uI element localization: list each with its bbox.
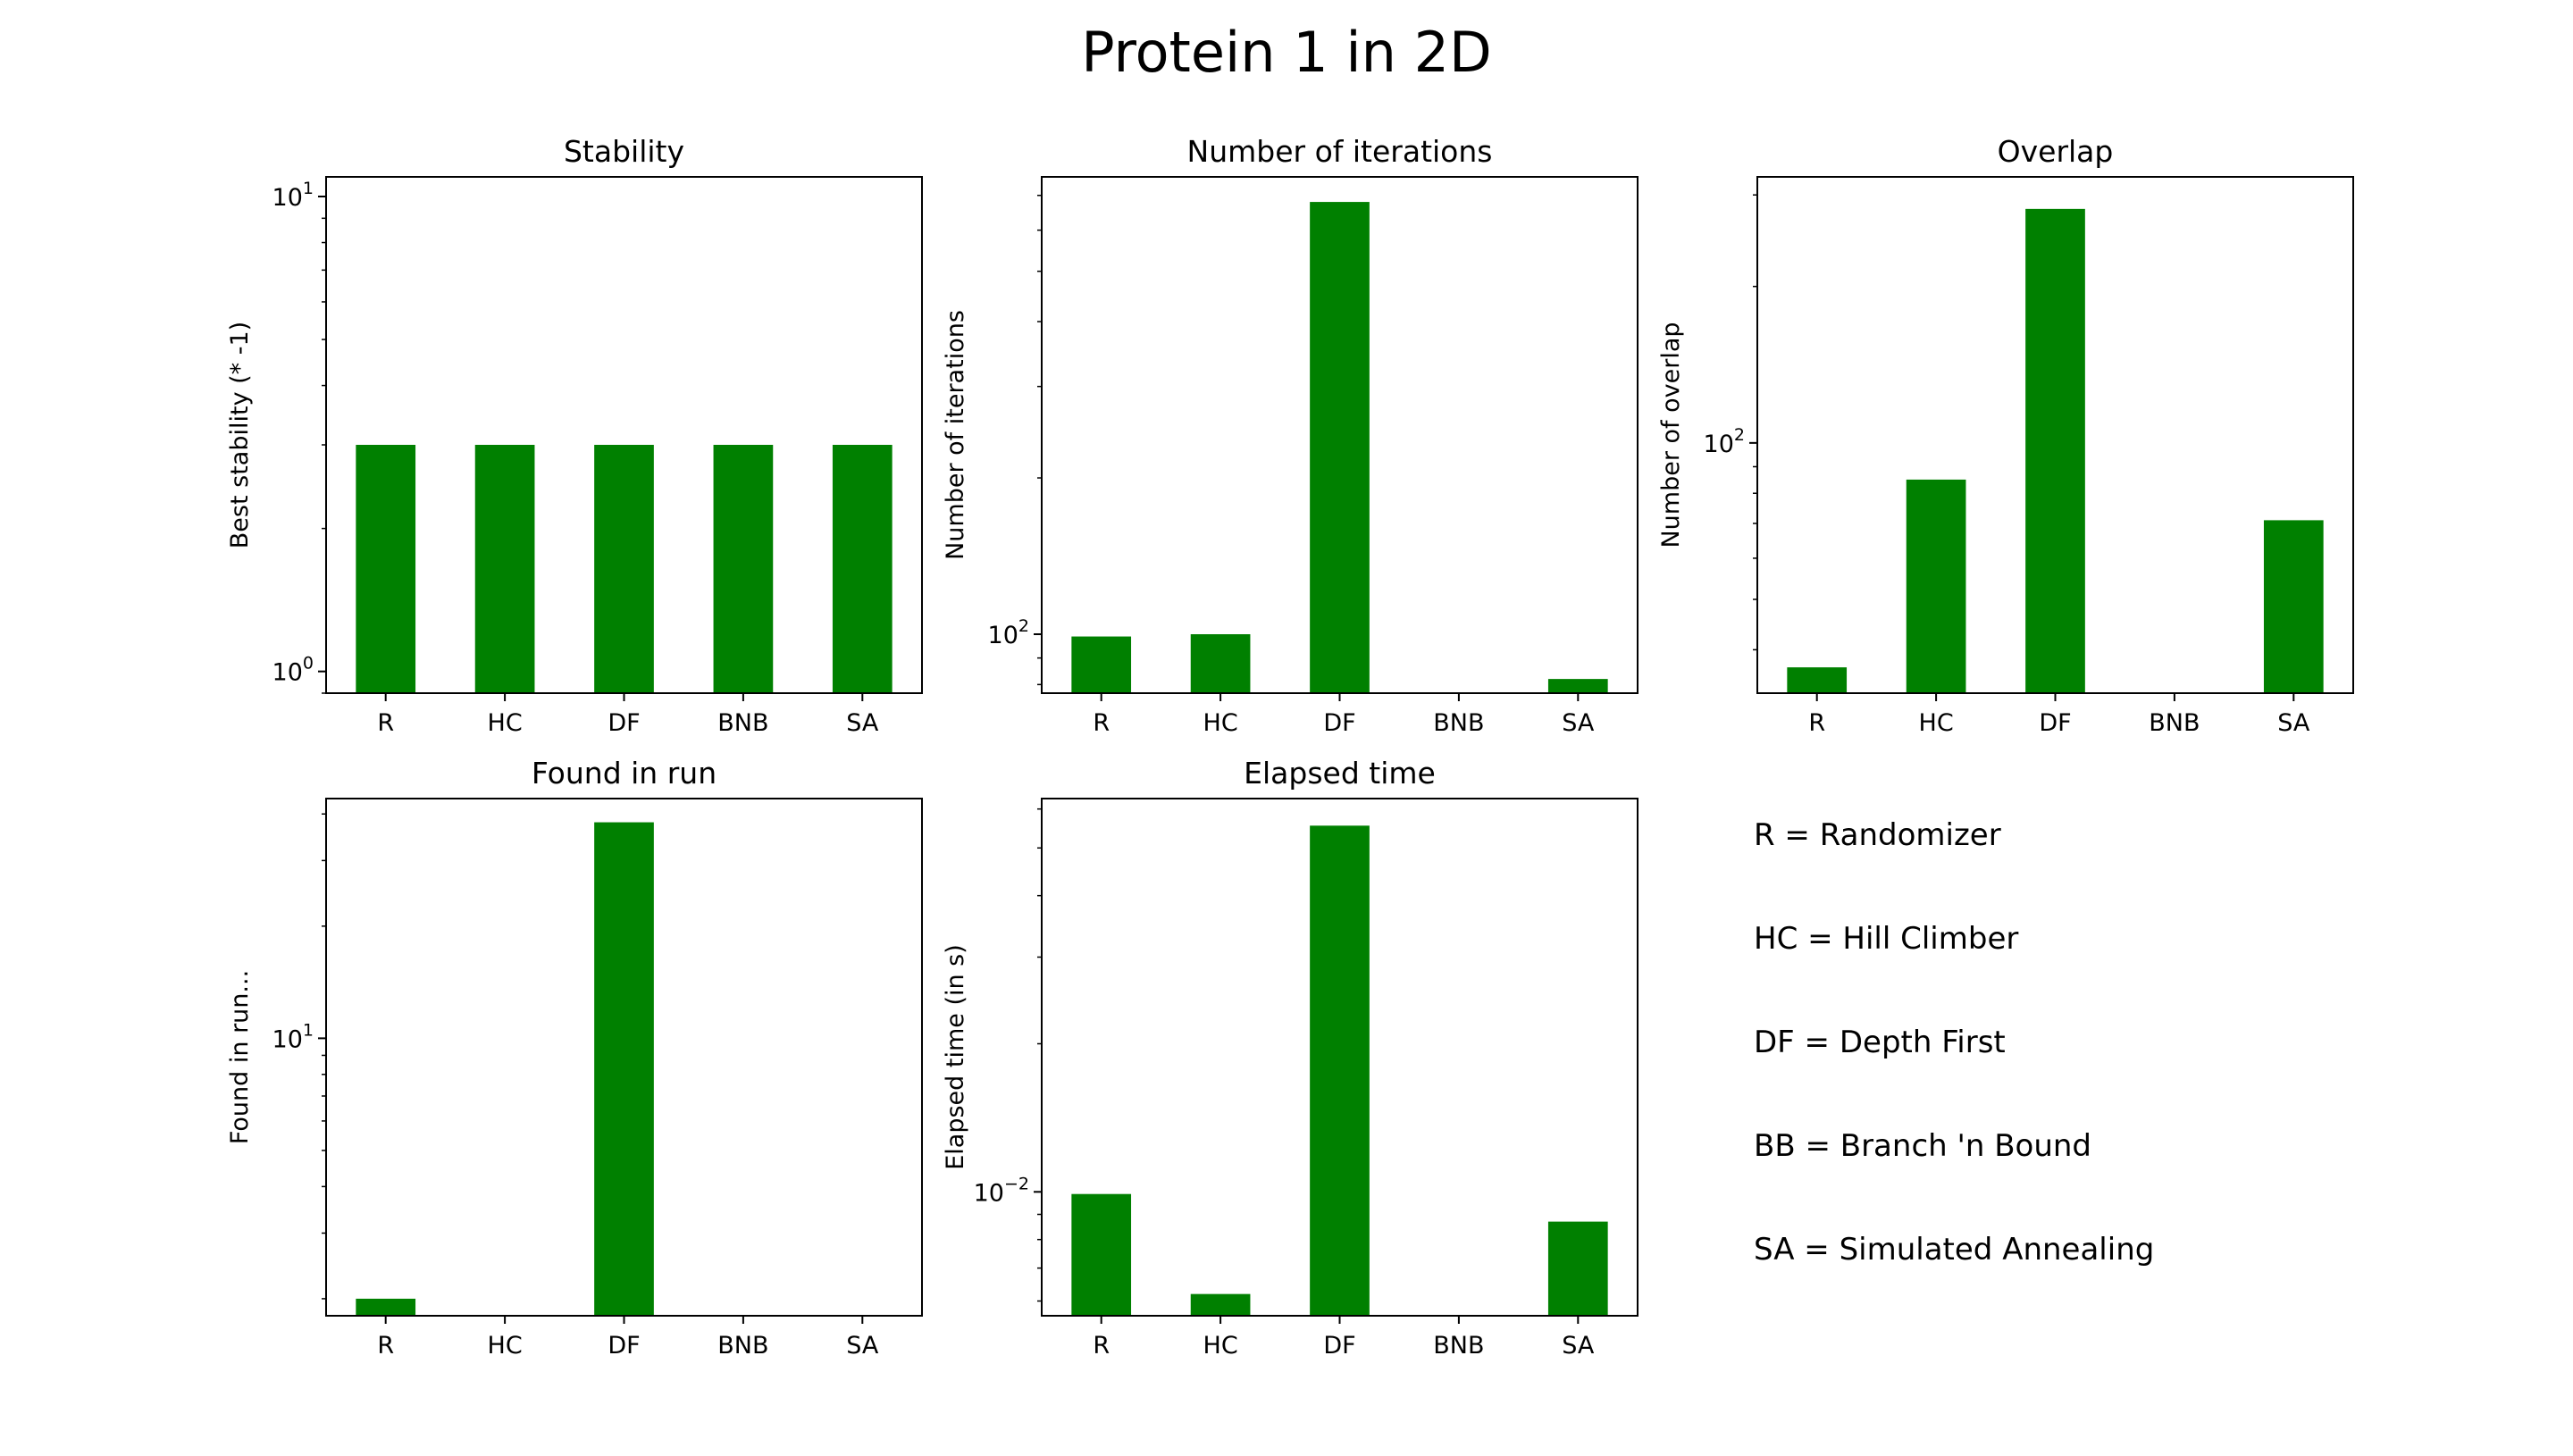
y-axis-label: Number of overlap (1657, 322, 1685, 548)
chart-number-of-iterations: Number of iterations Number of iterations… (942, 134, 1639, 737)
x-tick-label: BNB (1433, 709, 1484, 737)
chart-title: Found in run (532, 756, 717, 791)
bar-df (594, 445, 654, 693)
bar-sa (2263, 520, 2324, 693)
axes-frame (325, 798, 923, 1317)
x-tick-label: SA (1562, 709, 1595, 737)
x-tick-label: HC (1203, 1332, 1238, 1360)
axes-frame (1756, 176, 2354, 694)
chart-title: Overlap (1998, 134, 2114, 169)
x-tick-label: R (1093, 709, 1110, 737)
x-tick-label: HC (488, 1332, 523, 1360)
figure-title: Protein 1 in 2D (1081, 20, 1492, 85)
x-tick-label: BNB (717, 709, 768, 737)
x-tick-label: HC (488, 709, 523, 737)
chart-title: Elapsed time (1244, 756, 1436, 791)
bar-sa (1547, 1221, 1608, 1316)
chart-found-in-run: Found in run Found in run... R HC DF BNB SA 101 (226, 756, 923, 1360)
bar-df (2025, 208, 2085, 694)
bar-r (356, 1298, 416, 1316)
bar-r (1071, 1193, 1132, 1316)
axes-frame (1041, 176, 1639, 694)
x-tick-label: DF (2039, 709, 2071, 737)
bar-hc (474, 445, 535, 693)
x-tick-label: R (1808, 709, 1825, 737)
bar-r (356, 445, 416, 693)
bar-r (1787, 667, 1848, 693)
bar-hc (1906, 479, 1966, 693)
bar-df (594, 822, 654, 1316)
x-tick-label: HC (1919, 709, 1954, 737)
x-tick-label: BNB (717, 1332, 768, 1360)
bar-hc (1190, 1293, 1251, 1316)
bar-sa (1547, 679, 1608, 693)
x-tick-label: R (377, 709, 394, 737)
x-tick-label: BNB (1433, 1332, 1484, 1360)
x-tick-label: DF (1323, 709, 1355, 737)
axes-frame (1041, 798, 1639, 1317)
y-tick-label: 10−2 (974, 1174, 1029, 1207)
legend-branch-n-bound: BB = Branch 'n Bound (1754, 1128, 2092, 1164)
chart-overlap: Overlap Number of overlap R HC DF BNB SA 102 (1657, 134, 2354, 737)
y-tick-label: 101 (272, 179, 314, 212)
bar-df (1310, 202, 1370, 693)
legend-simulated-annealing: SA = Simulated Annealing (1754, 1232, 2155, 1268)
chart-stability: Stability Best stability (* -1) R HC DF BNB SA… (226, 134, 923, 737)
x-tick-label: DF (608, 1332, 640, 1360)
legend-hill-climber: HC = Hill Climber (1754, 921, 2019, 957)
bar-bnb (713, 445, 774, 693)
x-tick-label: SA (846, 1332, 879, 1360)
y-axis-label: Elapsed time (in s) (942, 944, 969, 1170)
x-tick-label: SA (1562, 1332, 1595, 1360)
chart-title: Number of iterations (1187, 134, 1493, 169)
bar-hc (1190, 634, 1251, 693)
y-tick-label: 102 (1704, 425, 1745, 458)
y-axis-label: Best stability (* -1) (226, 322, 254, 548)
legend-randomizer: R = Randomizer (1754, 817, 2001, 853)
axes-frame (325, 176, 923, 694)
x-tick-label: DF (608, 709, 640, 737)
x-tick-label: R (1093, 1332, 1110, 1360)
y-axis-label: Found in run... (226, 970, 254, 1144)
x-tick-label: R (377, 1332, 394, 1360)
chart-elapsed-time: Elapsed time Elapsed time (in s) R HC DF BNB S… (942, 756, 1639, 1360)
x-tick-label: SA (846, 709, 879, 737)
legend-depth-first: DF = Depth First (1754, 1025, 2006, 1060)
x-tick-label: DF (1323, 1332, 1355, 1360)
chart-title: Stability (564, 134, 684, 169)
x-tick-label: SA (2277, 709, 2310, 737)
y-tick-label: 102 (988, 616, 1029, 649)
y-axis-label: Number of iterations (942, 310, 969, 560)
x-tick-label: HC (1203, 709, 1238, 737)
x-tick-label: BNB (2149, 709, 2200, 737)
y-tick-label: 101 (272, 1020, 314, 1053)
y-tick-label: 100 (272, 654, 314, 687)
bar-sa (832, 445, 893, 693)
bar-r (1071, 636, 1132, 693)
bar-df (1310, 825, 1370, 1316)
